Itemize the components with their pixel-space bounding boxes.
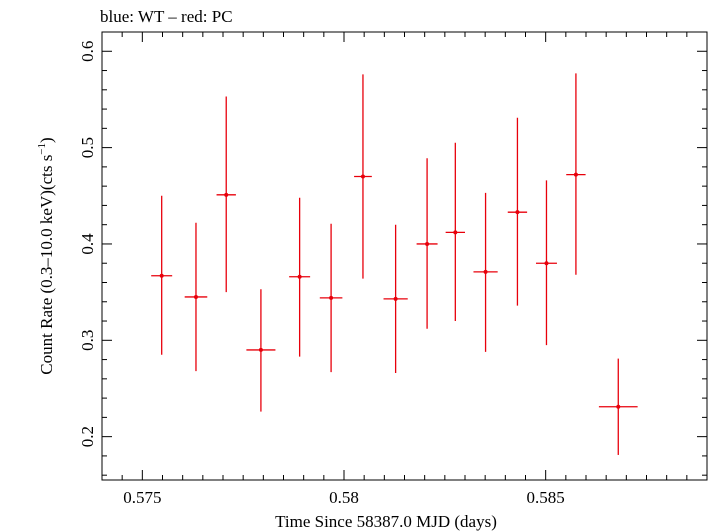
data-marker — [453, 230, 458, 235]
data-marker — [544, 261, 549, 266]
data-point — [383, 224, 408, 374]
data-marker — [329, 295, 334, 300]
data-marker — [425, 241, 430, 246]
y-tick-label: 0.3 — [78, 330, 97, 351]
x-tick-label: 0.585 — [527, 488, 565, 507]
plot-frame — [101, 31, 708, 481]
data-point — [416, 158, 438, 329]
data-marker — [224, 192, 229, 197]
y-tick-label: 0.6 — [78, 41, 97, 62]
data-marker — [193, 294, 198, 299]
data-point — [319, 223, 343, 373]
y-axis-label-superscript: −1 — [36, 143, 48, 155]
data-marker — [515, 210, 520, 215]
data-point — [473, 192, 498, 352]
y-axis-ticks: 0.2 0.3 0.4 0.5 0.6 — [78, 31, 707, 476]
data-marker — [616, 404, 621, 409]
data-point — [535, 180, 557, 346]
y-axis-label-main: Count Rate (0.3–10.0 keV)(cts s — [37, 155, 56, 375]
y-axis-label-close: ) — [37, 137, 56, 143]
data-point — [354, 74, 372, 279]
data-marker — [573, 172, 578, 177]
data-marker — [258, 347, 263, 352]
y-tick-label: 0.5 — [78, 137, 97, 158]
chart-title: blue: WT – red: PC — [100, 7, 233, 26]
x-tick-label: 0.58 — [329, 488, 359, 507]
data-marker — [159, 273, 164, 278]
data-point — [246, 289, 276, 412]
data-point — [184, 222, 208, 372]
data-points — [151, 73, 638, 455]
y-tick-label: 0.4 — [78, 233, 97, 255]
x-axis-ticks: 0.575 0.58 0.585 — [101, 32, 708, 507]
x-axis-label: Time Since 58387.0 MJD (days) — [275, 512, 497, 531]
data-marker — [483, 269, 488, 274]
data-marker — [393, 296, 398, 301]
data-point — [598, 358, 638, 455]
data-point — [289, 197, 311, 357]
data-point — [151, 195, 173, 355]
data-marker — [360, 174, 365, 179]
y-tick-label: 0.2 — [78, 426, 97, 447]
data-point — [507, 117, 528, 306]
x-tick-label: 0.575 — [123, 488, 161, 507]
y-axis-label: Count Rate (0.3–10.0 keV)(cts s−1) — [36, 137, 56, 374]
data-point — [216, 96, 236, 293]
data-point — [566, 73, 586, 275]
data-marker — [297, 274, 302, 279]
data-point — [445, 142, 465, 322]
